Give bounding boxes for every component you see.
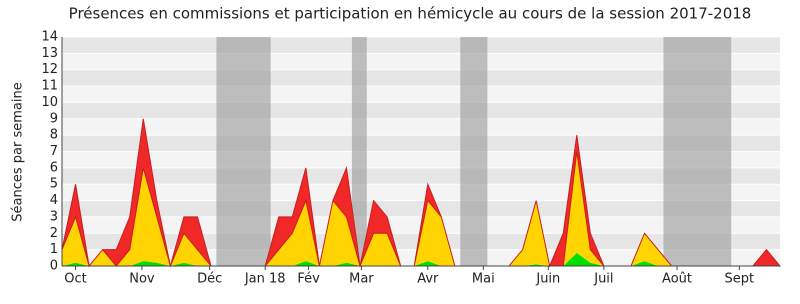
area [62,252,780,266]
vacation-band [460,37,488,266]
y-tick-label: 5 [50,177,58,192]
area [62,151,780,266]
y-tick-label: 14 [41,30,58,45]
y-axis-label: Séances par semaine [11,82,26,221]
chart-title: Présences en commissions et participatio… [69,5,752,23]
y-tick-label: 2 [50,226,58,241]
x-tick-label: Mai [472,272,495,287]
x-tick-label: Sept [725,272,755,287]
x-tick-label: Avr [417,272,439,287]
x-tick-label: Nov [129,272,155,287]
y-tick-label: 6 [50,160,58,175]
vacation-band [663,37,732,266]
x-tick-label: Août [662,272,692,287]
y-tick-label: 3 [50,209,58,224]
x-tick-label: Oct [64,272,86,287]
y-tick-label: 0 [50,259,58,274]
x-tick-label: Juil [593,272,613,287]
x-tick-label: Fév [297,272,320,287]
y-tick-label: 8 [50,128,58,143]
x-tick-label: Juin [535,272,560,287]
vacation-band [351,37,367,266]
x-tick-label: Mar [349,272,374,287]
y-tick-label: 13 [41,46,58,61]
y-tick-label: 7 [50,144,58,159]
x-tick-label: Déc [197,272,222,287]
y-tick-label: 4 [50,193,58,208]
y-tick-label: 12 [41,62,58,77]
y-tick-label: 11 [41,79,58,94]
x-tick-label: Jan 18 [244,272,286,287]
vacation-band [216,37,271,266]
y-tick-label: 9 [50,111,58,126]
y-tick-label: 10 [41,95,58,110]
y-tick-label: 1 [50,242,58,257]
